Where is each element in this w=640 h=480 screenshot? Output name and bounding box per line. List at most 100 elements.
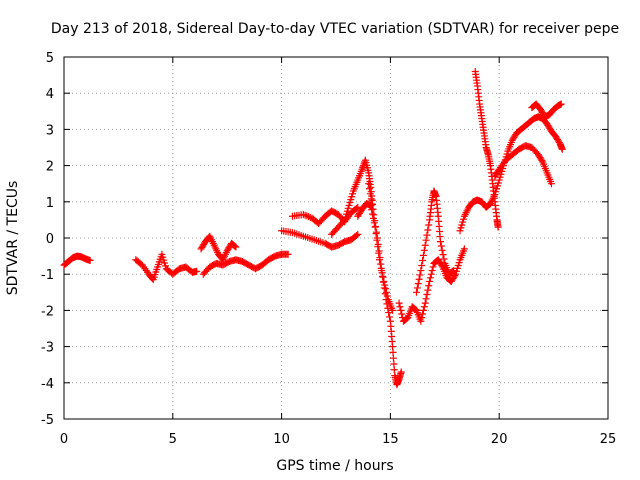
- series-seg5: [278, 227, 362, 251]
- data-point: [371, 223, 379, 231]
- x-tick-label: 20: [491, 432, 508, 447]
- data-point: [352, 231, 360, 239]
- data-point: [386, 313, 394, 321]
- data-point: [438, 246, 446, 254]
- y-tick-label: 5: [46, 51, 54, 66]
- series-seg10: [395, 245, 468, 325]
- data-point: [86, 256, 94, 264]
- series-seg9: [354, 200, 397, 314]
- data-point: [379, 273, 387, 281]
- data-point: [413, 288, 421, 296]
- y-tick-label: -4: [41, 377, 54, 392]
- data-point: [385, 309, 393, 317]
- series-seg8: [365, 180, 405, 389]
- data-point: [382, 285, 390, 293]
- data-point: [426, 277, 434, 285]
- y-tick-label: 3: [46, 123, 54, 138]
- data-point: [397, 306, 405, 314]
- x-tick-label: 25: [600, 432, 617, 447]
- y-axis-title: SDTVAR / TECUs: [5, 181, 21, 296]
- data-point: [354, 203, 362, 211]
- data-point: [439, 251, 447, 259]
- data-point: [366, 190, 374, 198]
- data-point: [231, 242, 239, 250]
- data-point: [369, 210, 377, 218]
- data-point: [369, 214, 377, 222]
- data-point: [415, 275, 423, 283]
- data-point: [420, 246, 428, 254]
- data-point: [424, 226, 432, 234]
- data-point: [419, 306, 427, 314]
- data-point: [352, 204, 360, 212]
- data-point: [417, 267, 425, 275]
- series-seg2: [132, 250, 201, 284]
- x-axis-title: GPS time / hours: [276, 458, 393, 474]
- y-tick-label: -1: [41, 268, 54, 283]
- data-point: [423, 231, 431, 239]
- data-point: [427, 270, 435, 278]
- x-tick-label: 0: [60, 432, 68, 447]
- data-point: [422, 236, 430, 244]
- x-tick-label: 10: [273, 432, 290, 447]
- data-point: [538, 157, 546, 165]
- x-tick-label: 15: [382, 432, 399, 447]
- data-point: [419, 256, 427, 264]
- data-point: [418, 314, 426, 322]
- data-point: [460, 245, 468, 253]
- series-seg3: [197, 232, 240, 264]
- data-point: [423, 290, 431, 298]
- data-point: [365, 180, 373, 188]
- data-point: [422, 295, 430, 303]
- y-tick-label: 2: [46, 160, 54, 175]
- y-tick-label: -2: [41, 304, 54, 319]
- data-point: [368, 206, 376, 214]
- data-point: [558, 145, 566, 153]
- axis-ticks: [63, 56, 609, 420]
- data-point: [232, 243, 240, 251]
- data-point: [436, 238, 444, 246]
- data-point: [397, 368, 405, 376]
- series-seg13: [471, 67, 502, 231]
- data-point: [373, 236, 381, 244]
- data-point: [370, 219, 378, 227]
- data-point: [193, 267, 201, 275]
- data-point: [494, 223, 502, 231]
- data-point: [416, 271, 424, 279]
- series-seg15: [528, 100, 565, 121]
- data-point: [419, 251, 427, 259]
- data-point: [419, 310, 427, 318]
- data-point: [418, 262, 426, 270]
- data-points: [60, 67, 566, 389]
- data-point: [396, 303, 404, 311]
- data-point: [421, 299, 429, 307]
- series-seg6: [288, 203, 362, 228]
- data-point: [413, 284, 421, 292]
- data-point: [367, 201, 375, 209]
- data-point: [421, 241, 429, 249]
- data-point: [414, 280, 422, 288]
- data-point: [375, 249, 383, 257]
- x-tick-label: 5: [169, 432, 177, 447]
- data-point: [557, 100, 565, 108]
- chart-title: Day 213 of 2018, Sidereal Day-to-day VTE…: [51, 21, 619, 37]
- data-point: [451, 272, 459, 280]
- data-point: [374, 243, 382, 251]
- data-point: [428, 267, 436, 275]
- data-point: [426, 274, 434, 282]
- y-tick-label: -5: [41, 413, 54, 428]
- series-seg7: [328, 156, 377, 238]
- data-point: [372, 230, 380, 238]
- data-point: [366, 185, 374, 193]
- series-seg14: [491, 142, 555, 188]
- data-point: [449, 267, 457, 275]
- data-point: [437, 242, 445, 250]
- data-point: [450, 267, 458, 275]
- series-seg11: [413, 187, 458, 296]
- data-point: [376, 256, 384, 264]
- data-point: [339, 217, 347, 225]
- data-point: [284, 250, 292, 258]
- data-point: [417, 317, 425, 325]
- series-seg4: [199, 250, 292, 278]
- y-tick-label: 0: [46, 232, 54, 247]
